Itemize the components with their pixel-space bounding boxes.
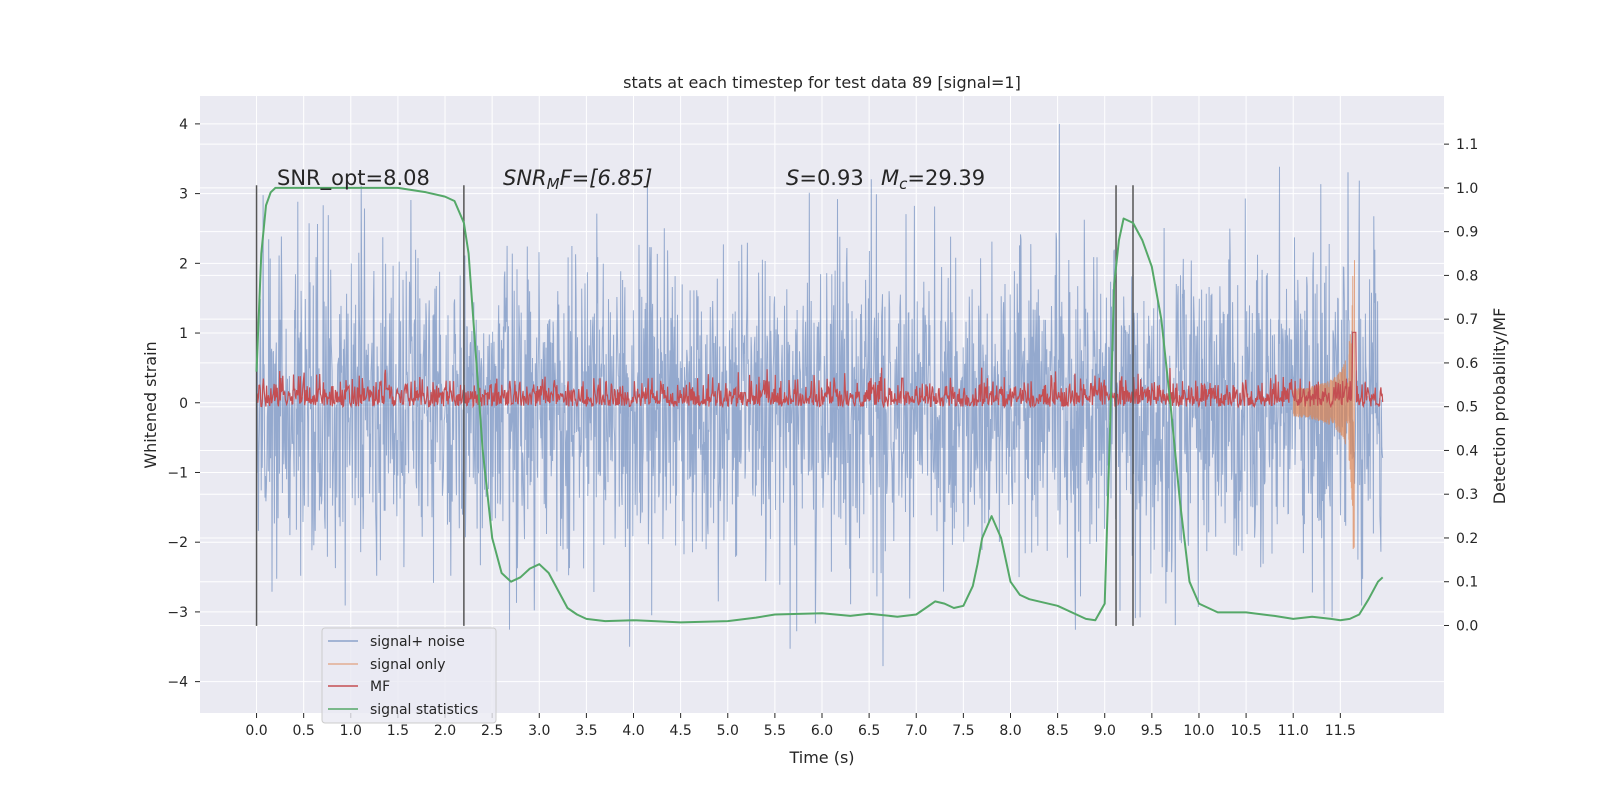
mc-label: M — [881, 166, 899, 190]
x-tick-label: 8.0 — [999, 723, 1021, 739]
x-tick-label: 10.0 — [1183, 723, 1214, 739]
y-left-tick-label: −2 — [167, 535, 188, 551]
x-tick-label: 1.5 — [387, 723, 409, 739]
x-tick-label: 7.0 — [905, 723, 927, 739]
snr-mf-rest: F=[6.85] — [560, 166, 653, 190]
series-signal-statistics — [255, 186, 1384, 624]
y-left-tick-label: 0 — [179, 396, 188, 412]
x-tick-label: 6.0 — [811, 723, 833, 739]
x-tick-label: 10.5 — [1231, 723, 1262, 739]
y-right-axis-label: Detection probability/MF — [1490, 308, 1509, 505]
mc-sub: c — [899, 175, 908, 193]
legend-box — [321, 627, 497, 724]
x-axis-label: Time (s) — [788, 748, 854, 767]
annotation-snr-opt: SNR_opt=8.08 — [277, 166, 430, 191]
y-left-axis-ticks: −4 −3 −2 −1 0 1 2 3 4 — [167, 117, 200, 691]
y-right-tick-label: 0.7 — [1456, 312, 1478, 328]
x-tick-label: 4.5 — [670, 723, 692, 739]
x-tick-label: 7.5 — [952, 723, 974, 739]
series-signal-noise — [256, 123, 1384, 667]
y-left-tick-label: 2 — [179, 256, 188, 272]
snr-mf-sub: M — [547, 175, 560, 193]
x-tick-label: 9.5 — [1141, 723, 1163, 739]
x-tick-label: 6.5 — [858, 723, 880, 739]
snr-mf-name: SNR — [503, 166, 547, 190]
legend-label-signal-statistics: signal statistics — [370, 702, 478, 718]
y-right-tick-label: 1.1 — [1456, 137, 1478, 153]
y-right-tick-label: 0.6 — [1456, 356, 1478, 372]
y-left-tick-label: −4 — [167, 675, 188, 691]
x-tick-label: 0.0 — [245, 723, 267, 739]
annotation-s: S=0.93 — [786, 166, 864, 190]
y-left-tick-label: 1 — [179, 326, 188, 342]
y-right-tick-label: 0.2 — [1456, 531, 1478, 547]
y-right-tick-label: 0.8 — [1456, 268, 1478, 284]
y-right-tick-label: 0.1 — [1456, 575, 1478, 591]
x-tick-label: 1.0 — [340, 723, 362, 739]
vertical-markers — [255, 185, 1134, 626]
x-tick-label: 3.0 — [528, 723, 550, 739]
y-right-tick-label: 0.5 — [1456, 400, 1478, 416]
y-left-tick-label: −1 — [167, 465, 188, 481]
x-tick-label: 9.0 — [1094, 723, 1116, 739]
x-tick-label: 4.0 — [622, 723, 644, 739]
y-right-axis-ticks: 0.0 0.1 0.2 0.3 0.4 0.5 0.6 0.7 0.8 0.9 1.0 1.1 — [1444, 137, 1478, 634]
legend-label-signal-only: signal only — [370, 657, 445, 673]
x-tick-label: 11.5 — [1325, 723, 1356, 739]
series-mf — [255, 331, 1384, 409]
series-signal-noise-line — [256, 123, 1384, 667]
series-mf-line — [255, 331, 1384, 409]
annotation-mc: Mc=29.39 — [881, 166, 985, 193]
chart-title: stats at each timestep for test data 89 … — [623, 73, 1021, 92]
x-tick-label: 2.0 — [434, 723, 456, 739]
x-tick-label: 0.5 — [293, 723, 315, 739]
x-axis-ticks: 0.0 0.5 1.0 1.5 2.0 2.5 3.0 3.5 4.0 4.5 5.0 5.5 6.0 6… — [245, 713, 1356, 739]
y-left-tick-label: −3 — [167, 605, 188, 621]
y-left-tick-label: 4 — [179, 117, 188, 133]
y-right-tick-label: 0.0 — [1456, 618, 1478, 634]
x-tick-label: 5.0 — [717, 723, 739, 739]
y-right-tick-label: 0.4 — [1456, 443, 1478, 459]
x-tick-label: 11.0 — [1278, 723, 1309, 739]
x-tick-label: 3.5 — [575, 723, 597, 739]
mc-rest: =29.39 — [907, 166, 985, 190]
y-right-tick-label: 0.3 — [1456, 487, 1478, 503]
legend-label-mf: MF — [370, 679, 390, 695]
y-left-tick-label: 3 — [179, 187, 188, 203]
x-tick-label: 2.5 — [481, 723, 503, 739]
s-label: S — [786, 166, 799, 190]
y-right-tick-label: 0.9 — [1456, 225, 1478, 241]
legend: signal+ noise signal only MF signal stat… — [321, 627, 497, 724]
s-rest: =0.93 — [799, 166, 863, 190]
annotation-snr-mf: SNRMF=[6.85] — [503, 166, 652, 193]
x-tick-label: 8.5 — [1046, 723, 1068, 739]
legend-label-signal-noise: signal+ noise — [370, 634, 465, 650]
y-left-axis-label: Whitened strain — [141, 341, 160, 468]
series-signal-statistics-line — [255, 186, 1384, 624]
y-right-tick-label: 1.0 — [1456, 181, 1478, 197]
x-tick-label: 5.5 — [764, 723, 786, 739]
